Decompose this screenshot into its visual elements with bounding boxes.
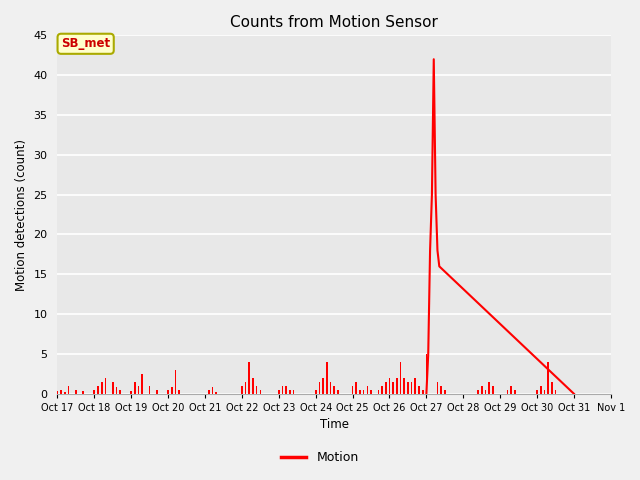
Bar xyxy=(322,378,324,394)
Bar xyxy=(248,362,250,394)
Bar xyxy=(388,378,390,394)
Bar xyxy=(83,391,84,394)
Bar xyxy=(381,386,383,394)
Bar xyxy=(292,390,294,394)
Bar xyxy=(415,378,416,394)
Bar xyxy=(392,382,394,394)
Bar xyxy=(481,386,483,394)
Bar xyxy=(440,386,442,394)
Bar xyxy=(60,390,62,394)
Bar xyxy=(330,382,332,394)
Bar xyxy=(367,386,368,394)
Bar xyxy=(418,386,420,394)
Bar xyxy=(396,378,397,394)
Bar xyxy=(278,390,280,394)
Bar xyxy=(112,382,113,394)
Bar xyxy=(215,392,217,394)
Bar xyxy=(407,382,409,394)
Bar xyxy=(551,382,553,394)
Bar xyxy=(352,386,353,394)
Bar xyxy=(337,390,339,394)
Bar xyxy=(134,382,136,394)
Bar xyxy=(378,390,380,394)
Bar xyxy=(385,382,387,394)
Bar xyxy=(400,362,401,394)
Bar xyxy=(256,386,257,394)
Bar xyxy=(75,390,77,394)
Bar xyxy=(411,382,412,394)
Legend: Motion: Motion xyxy=(276,446,364,469)
Bar xyxy=(363,390,365,394)
Bar xyxy=(555,390,556,394)
Bar xyxy=(359,390,361,394)
Bar xyxy=(289,390,291,394)
Bar xyxy=(212,387,213,394)
Bar xyxy=(285,386,287,394)
Bar xyxy=(403,378,405,394)
Bar xyxy=(514,390,516,394)
Bar xyxy=(426,354,428,394)
Bar xyxy=(319,382,320,394)
Bar xyxy=(259,390,261,394)
Bar xyxy=(104,378,106,394)
Bar xyxy=(422,390,424,394)
Bar xyxy=(171,387,173,394)
Bar xyxy=(444,390,445,394)
Y-axis label: Motion detections (count): Motion detections (count) xyxy=(15,139,28,290)
Bar xyxy=(543,390,545,394)
Bar xyxy=(131,391,132,394)
Bar xyxy=(138,386,140,394)
Bar xyxy=(436,382,438,394)
Bar xyxy=(56,391,58,394)
Bar xyxy=(355,382,357,394)
Bar xyxy=(149,386,150,394)
Bar xyxy=(511,386,512,394)
Bar xyxy=(179,390,180,394)
Bar xyxy=(333,386,335,394)
Title: Counts from Motion Sensor: Counts from Motion Sensor xyxy=(230,15,438,30)
X-axis label: Time: Time xyxy=(319,419,349,432)
Bar xyxy=(116,387,117,394)
Bar xyxy=(93,390,95,394)
Bar xyxy=(536,390,538,394)
Bar xyxy=(492,386,493,394)
Bar xyxy=(68,386,69,394)
Bar xyxy=(540,386,541,394)
Text: SB_met: SB_met xyxy=(61,37,110,50)
Bar xyxy=(156,390,158,394)
Bar xyxy=(141,374,143,394)
Bar xyxy=(244,382,246,394)
Bar xyxy=(315,390,317,394)
Bar xyxy=(477,390,479,394)
Bar xyxy=(488,382,490,394)
Bar xyxy=(208,390,209,394)
Bar xyxy=(64,392,66,394)
Bar xyxy=(101,382,102,394)
Bar xyxy=(175,370,176,394)
Bar xyxy=(282,386,284,394)
Bar xyxy=(97,386,99,394)
Bar xyxy=(547,362,549,394)
Bar xyxy=(119,390,121,394)
Bar xyxy=(167,390,169,394)
Bar xyxy=(326,362,328,394)
Bar xyxy=(370,390,372,394)
Bar xyxy=(252,378,254,394)
Bar xyxy=(241,386,243,394)
Bar xyxy=(507,390,508,394)
Bar xyxy=(484,390,486,394)
